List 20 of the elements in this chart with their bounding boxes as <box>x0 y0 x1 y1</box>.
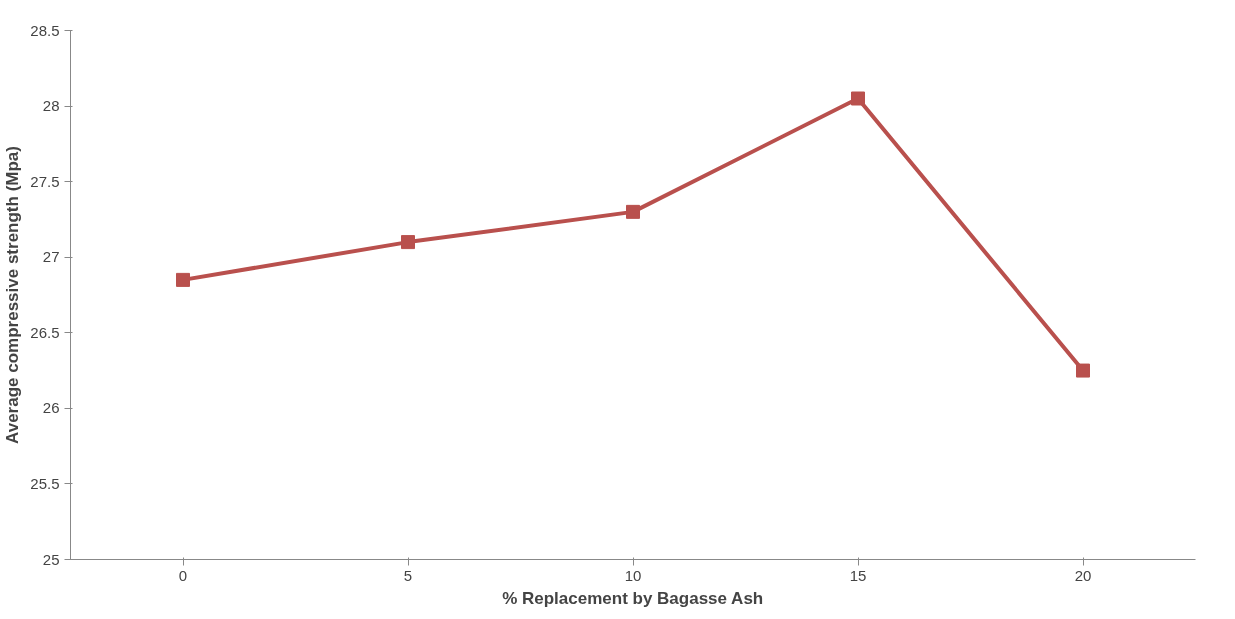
y-tick-label: 28.5 <box>30 21 60 39</box>
x-tick-label: 5 <box>403 566 413 584</box>
y-tick-label: 26 <box>42 399 60 417</box>
y-tick-label: 28 <box>42 97 60 115</box>
point <box>1076 363 1090 378</box>
x-tick-label: 0 <box>178 566 188 584</box>
y-tick-label: 27.5 <box>30 172 60 190</box>
x-tick-label: 10 <box>624 566 642 584</box>
y-tick-label: 27 <box>42 248 60 266</box>
point <box>176 272 190 287</box>
y-tick-label: 25 <box>42 550 60 568</box>
x-axis-title: % Replacement by Bagasse Ash <box>502 588 764 608</box>
y-tick-label: 25.5 <box>30 474 60 492</box>
y-tick-label: 26.5 <box>30 323 60 341</box>
x-tick-label: 15 <box>849 566 867 584</box>
point <box>401 235 415 250</box>
y-axis-title: Average compressive strength (Mpa) <box>3 146 23 444</box>
point <box>626 204 640 219</box>
point <box>851 91 865 106</box>
x-tick-label: 20 <box>1074 566 1092 584</box>
